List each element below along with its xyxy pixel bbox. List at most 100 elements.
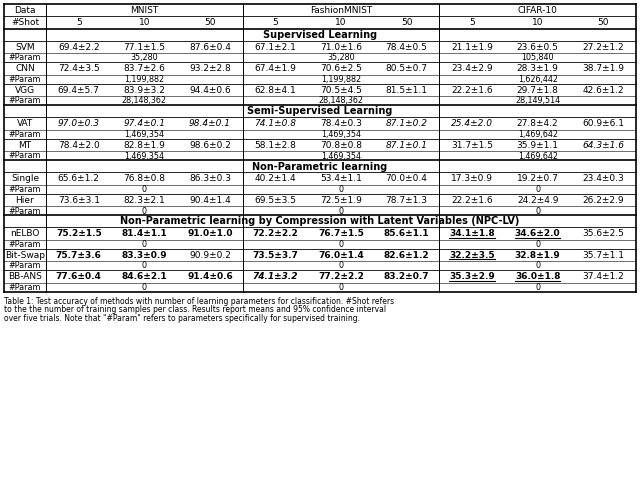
Text: 28,148,362: 28,148,362: [319, 97, 364, 105]
Text: 0: 0: [142, 185, 147, 194]
Text: 28.3±1.9: 28.3±1.9: [516, 64, 559, 73]
Text: #Param: #Param: [9, 130, 41, 139]
Text: Single: Single: [11, 174, 39, 183]
Text: 83.3±0.9: 83.3±0.9: [122, 251, 167, 260]
Text: Non-Parametric learning: Non-Parametric learning: [252, 161, 388, 172]
Text: 78.4±0.5: 78.4±0.5: [386, 43, 428, 52]
Text: VGG: VGG: [15, 86, 35, 95]
Text: 19.2±0.7: 19.2±0.7: [516, 174, 559, 183]
Text: 85.6±1.1: 85.6±1.1: [384, 229, 429, 238]
Text: Supervised Learning: Supervised Learning: [263, 30, 377, 40]
Text: 83.2±0.7: 83.2±0.7: [384, 272, 429, 281]
Text: 34.6±2.0: 34.6±2.0: [515, 229, 561, 238]
Text: 5: 5: [469, 18, 475, 27]
Text: FashionMNIST: FashionMNIST: [310, 6, 372, 15]
Text: 77.2±2.2: 77.2±2.2: [318, 272, 364, 281]
Text: 23.4±0.3: 23.4±0.3: [582, 174, 624, 183]
Text: #Param: #Param: [9, 207, 41, 215]
Text: 23.6±0.5: 23.6±0.5: [516, 43, 559, 52]
Text: 1,469,354: 1,469,354: [321, 130, 361, 139]
Text: over five trials. Note that "#Param" refers to parameters specifically for super: over five trials. Note that "#Param" ref…: [4, 314, 360, 323]
Text: 0: 0: [535, 207, 540, 215]
Text: 87.1±0.2: 87.1±0.2: [385, 119, 428, 128]
Text: 70.5±4.5: 70.5±4.5: [320, 86, 362, 95]
Text: 35,280: 35,280: [327, 53, 355, 63]
Text: VAT: VAT: [17, 119, 33, 128]
Text: 97.4±0.1: 97.4±0.1: [124, 119, 165, 128]
Text: 23.4±2.9: 23.4±2.9: [451, 64, 493, 73]
Text: 38.7±1.9: 38.7±1.9: [582, 64, 624, 73]
Text: 76.0±1.4: 76.0±1.4: [318, 251, 364, 260]
Text: 67.4±1.9: 67.4±1.9: [255, 64, 296, 73]
Text: 34.1±1.8: 34.1±1.8: [449, 229, 495, 238]
Text: 0: 0: [535, 261, 540, 271]
Text: #Param: #Param: [9, 53, 41, 63]
Text: 80.5±0.7: 80.5±0.7: [385, 64, 428, 73]
Text: 50: 50: [598, 18, 609, 27]
Text: Semi-Supervised Learning: Semi-Supervised Learning: [247, 106, 393, 117]
Text: 1,469,642: 1,469,642: [518, 152, 557, 160]
Text: 10: 10: [139, 18, 150, 27]
Text: 93.2±2.8: 93.2±2.8: [189, 64, 231, 73]
Text: Table 1: Test accuracy of methods with number of learning parameters for classif: Table 1: Test accuracy of methods with n…: [4, 297, 394, 306]
Text: 76.7±1.5: 76.7±1.5: [318, 229, 364, 238]
Text: Hier: Hier: [15, 196, 35, 205]
Text: 72.5±1.9: 72.5±1.9: [320, 196, 362, 205]
Text: 72.4±3.5: 72.4±3.5: [58, 64, 100, 73]
Text: 5: 5: [76, 18, 82, 27]
Text: 78.7±1.3: 78.7±1.3: [385, 196, 428, 205]
Text: 74.1±3.2: 74.1±3.2: [253, 272, 298, 281]
Text: #Shot: #Shot: [11, 18, 39, 27]
Text: 81.4±1.1: 81.4±1.1: [122, 229, 167, 238]
Text: 40.2±1.4: 40.2±1.4: [255, 174, 296, 183]
Text: MT: MT: [19, 141, 31, 150]
Text: to the the number of training samples per class. Results report means and 95% co: to the the number of training samples pe…: [4, 306, 386, 314]
Text: 0: 0: [142, 207, 147, 215]
Text: 22.2±1.6: 22.2±1.6: [451, 86, 493, 95]
Text: 83.9±3.2: 83.9±3.2: [124, 86, 165, 95]
Text: 10: 10: [532, 18, 543, 27]
Text: 0: 0: [142, 240, 147, 249]
Text: 74.1±0.8: 74.1±0.8: [255, 119, 296, 128]
Text: 73.5±3.7: 73.5±3.7: [253, 251, 298, 260]
Text: #Param: #Param: [9, 283, 41, 292]
Text: 77.1±1.5: 77.1±1.5: [124, 43, 165, 52]
Text: 78.4±2.0: 78.4±2.0: [58, 141, 100, 150]
Text: 0: 0: [339, 240, 344, 249]
Text: #Param: #Param: [9, 240, 41, 249]
Text: 91.4±0.6: 91.4±0.6: [187, 272, 233, 281]
Text: 69.4±2.2: 69.4±2.2: [58, 43, 100, 52]
Text: Data: Data: [14, 6, 36, 15]
Text: 1,199,882: 1,199,882: [124, 75, 164, 84]
Text: 87.6±0.4: 87.6±0.4: [189, 43, 231, 52]
Text: 82.3±2.1: 82.3±2.1: [124, 196, 165, 205]
Text: Non-Parametric learning by Compression with Latent Variables (NPC-LV): Non-Parametric learning by Compression w…: [120, 216, 520, 226]
Text: 0: 0: [339, 185, 344, 194]
Text: 31.7±1.5: 31.7±1.5: [451, 141, 493, 150]
Text: 67.1±2.1: 67.1±2.1: [255, 43, 296, 52]
Text: 87.1±0.1: 87.1±0.1: [385, 141, 428, 150]
Text: 86.3±0.3: 86.3±0.3: [189, 174, 231, 183]
Text: 82.8±1.9: 82.8±1.9: [124, 141, 165, 150]
Text: 35.6±2.5: 35.6±2.5: [582, 229, 624, 238]
Text: CNN: CNN: [15, 64, 35, 73]
Text: 28,149,514: 28,149,514: [515, 97, 560, 105]
Text: 94.4±0.6: 94.4±0.6: [189, 86, 231, 95]
Text: 29.7±1.8: 29.7±1.8: [516, 86, 559, 95]
Text: 42.6±1.2: 42.6±1.2: [582, 86, 624, 95]
Text: 27.2±1.2: 27.2±1.2: [582, 43, 624, 52]
Text: 82.6±1.2: 82.6±1.2: [384, 251, 429, 260]
Text: 32.8±1.9: 32.8±1.9: [515, 251, 561, 260]
Text: 91.0±1.0: 91.0±1.0: [187, 229, 232, 238]
Text: 0: 0: [535, 283, 540, 292]
Text: 73.6±3.1: 73.6±3.1: [58, 196, 100, 205]
Text: 26.2±2.9: 26.2±2.9: [582, 196, 624, 205]
Text: 84.6±2.1: 84.6±2.1: [122, 272, 167, 281]
Text: 81.5±1.1: 81.5±1.1: [385, 86, 428, 95]
Text: #Param: #Param: [9, 75, 41, 84]
Text: 1,469,354: 1,469,354: [124, 130, 164, 139]
Text: 71.0±1.6: 71.0±1.6: [320, 43, 362, 52]
Text: 72.2±2.2: 72.2±2.2: [253, 229, 298, 238]
Text: 35,280: 35,280: [131, 53, 158, 63]
Text: 32.2±3.5: 32.2±3.5: [449, 251, 495, 260]
